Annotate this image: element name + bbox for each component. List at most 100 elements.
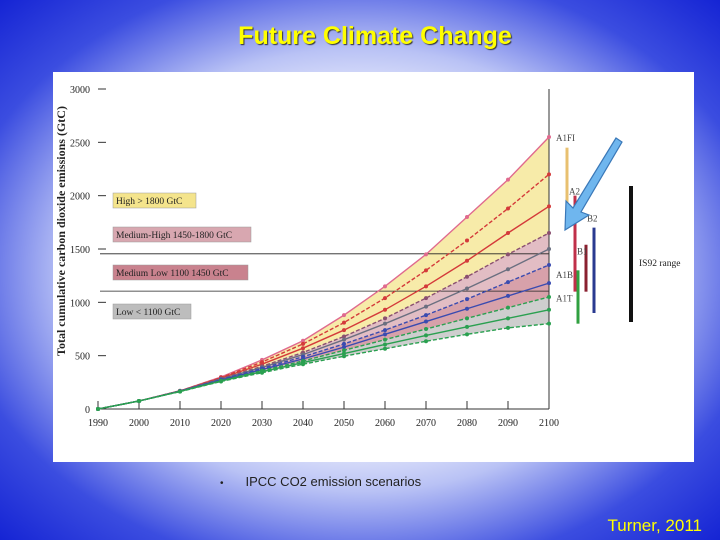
scenario-label: A1B [556, 270, 573, 280]
is92-range-bar [629, 186, 633, 322]
series-point [424, 333, 428, 338]
series-point [424, 304, 428, 309]
credit-text: Turner, 2011 [607, 516, 702, 535]
slide-title: Future Climate Change [238, 22, 512, 50]
series-point [342, 328, 346, 333]
y-tick-label: 1500 [70, 245, 90, 256]
series-point [383, 332, 387, 337]
series-point [342, 334, 346, 339]
series-point [342, 345, 346, 350]
range-label: IS92 range [639, 259, 680, 269]
chart-panel: 0 500 1000 1500 2000 2500 3000 1990 2000 2010 2020… [53, 72, 694, 462]
bullet-item: • IPCC CO2 emission scenarios [220, 474, 421, 489]
series-line [97, 296, 550, 410]
series-point [342, 348, 346, 353]
series-point [506, 252, 510, 257]
x-tick-label: 2040 [293, 418, 313, 429]
series-point [465, 332, 469, 337]
series-point [342, 337, 346, 342]
series-point [547, 263, 551, 267]
x-tick-label: 2020 [211, 418, 231, 429]
x-tick-label: 2050 [334, 418, 354, 429]
x-tick-label: 2010 [170, 418, 190, 429]
annotation-arrow [564, 137, 623, 232]
series-point [465, 215, 469, 219]
series-point [424, 313, 428, 318]
x-tick-label: 2000 [129, 418, 149, 429]
y-tick-label: 2000 [70, 192, 90, 203]
series-point [178, 389, 182, 394]
series-point [342, 313, 346, 318]
series-line [97, 309, 550, 410]
series-point [301, 341, 305, 346]
series-point [424, 319, 428, 324]
series-point [383, 321, 387, 326]
series-point [547, 172, 551, 177]
series-point [465, 316, 469, 321]
band-label: High > 1800 GtC [116, 197, 182, 207]
band-label-box [112, 226, 252, 243]
band-high [98, 137, 549, 409]
series-point [465, 324, 469, 329]
series-point [506, 231, 510, 235]
y-tick-label: 1000 [70, 298, 90, 309]
series-point [383, 337, 387, 342]
series-point [547, 281, 551, 286]
series-point [547, 295, 551, 299]
series-line [97, 232, 550, 410]
series-line [97, 322, 550, 410]
series-point [506, 316, 510, 321]
series-point [219, 379, 223, 384]
series-point [547, 321, 551, 326]
series-point [260, 370, 264, 375]
band-label: Low < 1100 GtC [116, 308, 180, 318]
series-point [424, 268, 428, 273]
series-point [465, 274, 469, 279]
series-point [465, 238, 469, 243]
x-tick-label: 1990 [88, 418, 108, 429]
band-label-box [112, 264, 249, 281]
series-point [383, 296, 387, 301]
series-point [383, 346, 387, 351]
series-point [301, 346, 305, 351]
series-point [383, 328, 387, 333]
series-point [424, 327, 428, 331]
series-point [137, 399, 141, 403]
series-line [97, 264, 550, 410]
series-point [547, 247, 551, 251]
series-point [342, 341, 346, 346]
band-label-box [112, 192, 197, 209]
series-point [383, 307, 387, 312]
y-tick-label: 500 [75, 352, 90, 363]
x-tick-label: 2030 [252, 418, 272, 429]
series-point [547, 231, 551, 235]
series-point [506, 325, 510, 330]
scenario-label: B1 [577, 246, 588, 256]
series-point [547, 204, 551, 209]
scenario-label: A1FI [556, 133, 575, 143]
series-point [465, 297, 469, 302]
series-point [424, 296, 428, 301]
series-point [342, 354, 346, 359]
series-point [465, 286, 469, 291]
series-point [342, 320, 346, 325]
y-tick-label: 3000 [70, 85, 90, 96]
series-point [465, 258, 469, 263]
series-point [506, 267, 510, 272]
series-point [301, 362, 305, 367]
x-tick-label: 2100 [539, 418, 559, 429]
series-point [506, 280, 510, 285]
bullet-dot: • [220, 478, 224, 489]
series-point [547, 307, 551, 312]
series-point [383, 284, 387, 289]
series-point [547, 135, 551, 139]
series-point [506, 177, 510, 182]
scenario-label: B2 [587, 213, 598, 223]
series-point [383, 342, 387, 347]
emissions-chart: 0 500 1000 1500 2000 2500 3000 1990 2000 2010 2020… [54, 85, 680, 429]
series-point [301, 338, 305, 343]
scenario-label: A1T [556, 293, 573, 303]
series-point [506, 293, 510, 298]
series-point [424, 252, 428, 257]
series-point [424, 284, 428, 289]
